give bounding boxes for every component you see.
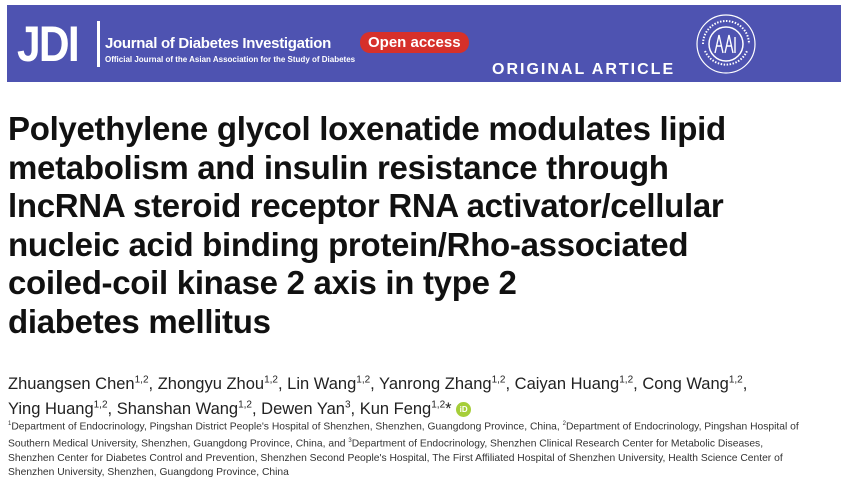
author-affiliation-sup: 1,2 <box>491 374 506 385</box>
author-separator: , <box>633 374 643 393</box>
logo-divider <box>97 21 100 67</box>
author: Yanrong Zhang1,2, <box>379 374 515 393</box>
author-separator: , <box>107 400 117 418</box>
aasd-seal-icon <box>696 14 756 74</box>
author-name: Ying Huang <box>8 400 94 418</box>
author-name: Kun Feng <box>359 400 432 418</box>
affiliation-sup: 3 <box>348 438 352 445</box>
title-line: metabolism and insulin resistance throug… <box>8 148 669 186</box>
author-name: Lin Wang <box>287 374 357 393</box>
journal-subtitle: Official Journal of the Asian Associatio… <box>105 55 356 64</box>
author: Shanshan Wang1,2, <box>116 399 262 419</box>
jdi-logo: JDI <box>17 16 80 72</box>
author: Dewen Yan3, <box>261 399 360 419</box>
author-affiliation-sup: 1,2 <box>238 399 252 411</box>
title-line: nucleic acid binding protein/Rho-associa… <box>8 225 689 263</box>
title-line: lncRNA steroid receptor RNA activator/ce… <box>8 187 724 224</box>
author-affiliation-sup: 1,2 <box>93 399 108 411</box>
author: Kun Feng1,2* <box>359 399 452 419</box>
author-separator: , <box>505 374 515 393</box>
author-affiliation-sup: 1,2 <box>728 374 743 385</box>
affiliations: 1Department of Endocrinology, Pingshan D… <box>8 417 808 480</box>
article-type: ORIGINAL ARTICLE <box>492 61 676 78</box>
author-list: Zhuangsen Chen1,2, Zhongyu Zhou1,2, Lin … <box>8 369 747 420</box>
open-access-badge: Open access <box>360 32 469 53</box>
orcid-icon[interactable]: iD <box>456 402 472 418</box>
journal-name: Journal of Diabetes Investigation <box>105 35 331 52</box>
author-separator: * <box>445 400 452 418</box>
author-name: Zhuangsen Chen <box>8 374 135 393</box>
affiliation-text: Department of Endocrinology, Pingshan Ho… <box>8 421 799 450</box>
author: Zhongyu Zhou1,2, <box>157 374 288 393</box>
title-line: diabetes mellitus <box>8 302 271 340</box>
affiliation-text: Department of Endocrinology, Shenzhen Cl… <box>8 438 783 478</box>
title-line: Polyethylene glycol loxenatide modulates… <box>8 110 726 147</box>
author-name: Zhongyu Zhou <box>157 374 265 393</box>
journal-banner: JDI Journal of Diabetes Investigation Of… <box>7 5 841 82</box>
author-name: Yanrong Zhang <box>379 374 492 393</box>
author: Cong Wang1,2, <box>642 374 748 393</box>
author-affiliation-sup: 1,2 <box>264 374 278 385</box>
author: Lin Wang1,2, <box>287 374 380 393</box>
author-separator: , <box>350 400 360 418</box>
affiliation-text: Department of Endocrinology, Pingshan Di… <box>11 421 563 433</box>
author: Ying Huang1,2, <box>8 399 117 419</box>
author-separator: , <box>148 374 158 393</box>
author-name: Caiyan Huang <box>514 374 620 393</box>
author-separator: , <box>742 374 748 393</box>
author-separator: , <box>278 374 288 393</box>
author-affiliation-sup: 1,2 <box>431 399 446 411</box>
author-affiliation-sup: 3 <box>344 399 351 411</box>
affiliation-sup: 1 <box>8 421 12 427</box>
author-name: Shanshan Wang <box>116 400 239 418</box>
author-separator: , <box>252 400 262 418</box>
article-title: Polyethylene glycol loxenatide modulates… <box>8 110 726 341</box>
author-name: Cong Wang <box>642 374 729 393</box>
author-name: Dewen Yan <box>261 400 345 418</box>
author: Zhuangsen Chen1,2, <box>8 374 158 393</box>
affiliation-sup: 2 <box>562 421 566 427</box>
title-line: coiled-coil kinase 2 axis in type 2 <box>8 264 517 301</box>
author: Caiyan Huang1,2, <box>514 374 643 393</box>
author-affiliation-sup: 1,2 <box>356 374 371 385</box>
author-separator: , <box>370 374 380 393</box>
author-affiliation-sup: 1,2 <box>619 374 634 385</box>
author-affiliation-sup: 1,2 <box>134 374 149 385</box>
